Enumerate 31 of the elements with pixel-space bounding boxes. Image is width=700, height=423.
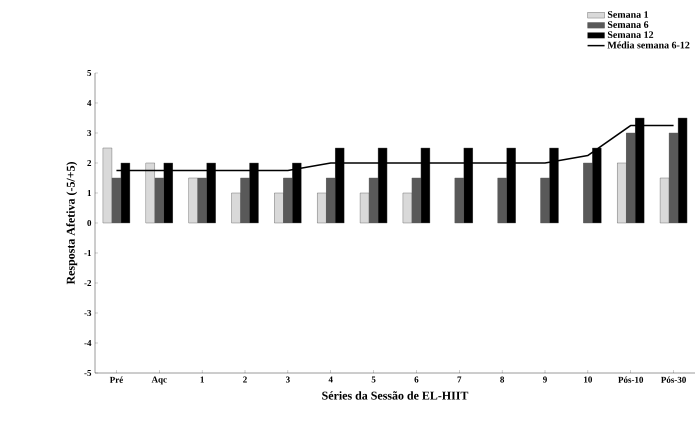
- y-tick-label: 0: [87, 220, 92, 226]
- y-tick-label: -4: [84, 340, 92, 346]
- x-tick-label: Aqc: [152, 376, 167, 384]
- x-tick-label: 6: [414, 376, 418, 383]
- y-tick-label: -3: [84, 310, 92, 316]
- x-tick-label: 4: [328, 376, 333, 382]
- y-tick-label: -5: [84, 370, 92, 376]
- x-tick-label: 8: [500, 376, 504, 383]
- y-tick-label: 4: [87, 100, 92, 106]
- x-tick-label: 7: [458, 376, 462, 382]
- x-tick-label: 1: [200, 376, 204, 382]
- x-tick-label: 5: [372, 376, 376, 382]
- legend-label: Semana 12: [608, 31, 654, 38]
- y-axis-title: Resposta Afetiva (-5/+5): [66, 162, 78, 284]
- y-tick-label: 1: [88, 190, 92, 196]
- y-tick-label: -1: [84, 250, 92, 256]
- x-tick-label: 2: [243, 376, 247, 382]
- y-tick-label: -2: [84, 280, 92, 286]
- x-tick-label: 3: [286, 376, 290, 383]
- x-tick-label: Pós-30: [661, 376, 686, 383]
- legend-label: Semana 6: [608, 21, 648, 28]
- legend-label: Semana 1: [608, 11, 648, 18]
- x-axis-title: Séries da Sessão de EL-HIIT: [322, 391, 468, 400]
- legend-label: Média semana 6-12: [608, 41, 690, 48]
- x-tick-label: Pré: [110, 376, 123, 383]
- y-tick-label: 5: [87, 70, 92, 76]
- x-tick-label: 10: [584, 376, 592, 383]
- x-tick-label: Pós-10: [618, 376, 644, 383]
- y-tick-label: 2: [87, 160, 92, 166]
- x-tick-label: 9: [543, 376, 547, 383]
- y-tick-label: 3: [87, 130, 92, 136]
